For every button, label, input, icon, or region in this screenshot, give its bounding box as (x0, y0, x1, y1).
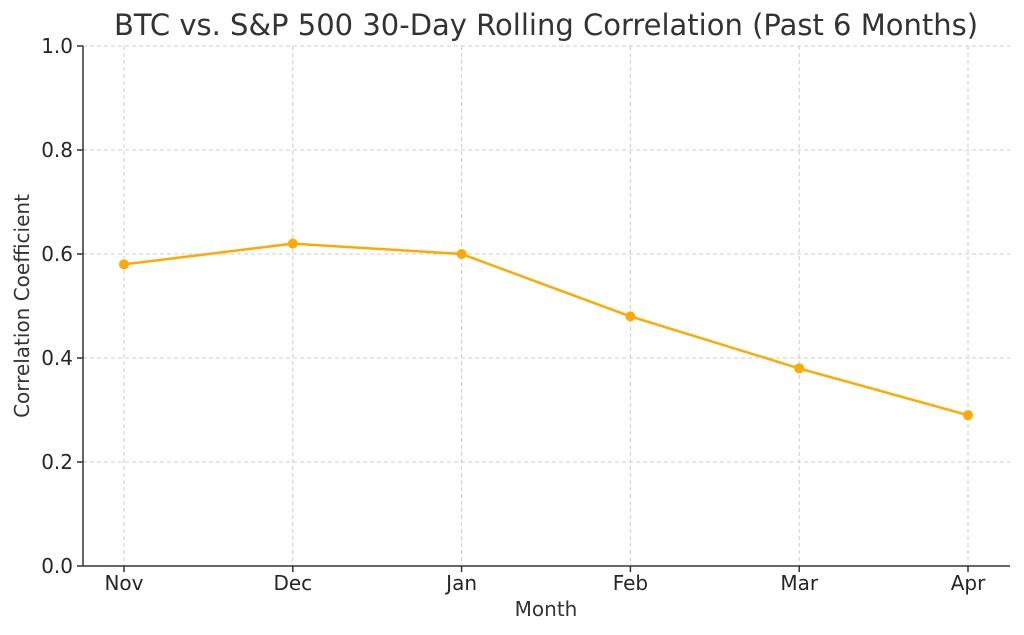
x-tick-label: Dec (273, 571, 312, 595)
x-tick-label: Nov (104, 571, 143, 595)
y-tick-label: 0.6 (41, 242, 73, 266)
y-tick-label: 0.0 (41, 554, 73, 578)
y-tick-label: 0.2 (41, 450, 73, 474)
data-point (287, 238, 298, 249)
x-tick-label: Feb (613, 571, 648, 595)
x-ticks: Nov Dec Jan Feb Mar Apr (104, 566, 986, 595)
series-line (123, 242, 969, 417)
y-axis-label: Correlation Coefficient (10, 194, 34, 418)
y-ticks: 0.0 0.2 0.4 0.6 0.8 1.0 (41, 34, 83, 578)
y-tick-label: 0.4 (41, 346, 73, 370)
data-point (456, 249, 467, 259)
x-tick-label: Apr (951, 571, 986, 595)
y-tick-label: 0.8 (41, 138, 73, 162)
data-point (625, 311, 636, 322)
data-point (794, 363, 805, 374)
x-tick-label: Mar (780, 571, 819, 595)
axes (82, 46, 1010, 567)
y-tick-label: 1.0 (41, 34, 73, 58)
series (119, 238, 973, 421)
data-point (119, 259, 129, 270)
grid (83, 45, 1010, 566)
x-tick-label: Jan (444, 571, 477, 595)
x-axis-label: Month (515, 597, 578, 621)
data-point (963, 410, 973, 421)
chart-title: BTC vs. S&P 500 30-Day Rolling Correlati… (114, 8, 978, 42)
